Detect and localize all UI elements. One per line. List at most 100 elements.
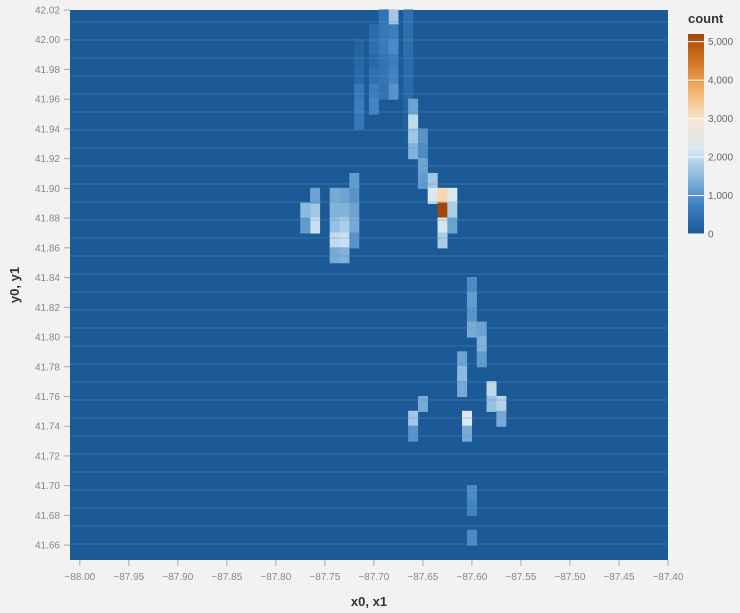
heatmap-cell: [388, 9, 399, 26]
heatmap-cell: [349, 217, 360, 234]
y-tick-label: 41.74: [35, 422, 60, 433]
x-tick-label: −87.60: [456, 572, 487, 583]
heatmap-cell: [378, 24, 389, 41]
legend: count 5,000 4,000 3,000 2,000 1,000 0: [688, 11, 733, 241]
heatmap-cell: [427, 187, 438, 204]
heatmap-cell: [354, 68, 365, 85]
heatmap-cell: [437, 187, 448, 204]
heatmap-cell: [466, 291, 477, 308]
x-tick-label: −88.00: [64, 572, 95, 583]
heatmap-cell: [354, 83, 365, 100]
heatmap-cell: [408, 143, 419, 160]
heatmap-cell: [457, 366, 468, 383]
heatmap-cell: [339, 187, 350, 204]
heatmap-cell: [310, 217, 321, 234]
heatmap-cell: [368, 39, 379, 56]
heatmap-cell: [427, 172, 438, 189]
heatmap-cell: [310, 202, 321, 219]
heatmap-cell: [476, 351, 487, 368]
heatmap-cell: [466, 485, 477, 502]
heatmap-cell: [417, 172, 428, 189]
heatmap-cell: [354, 39, 365, 56]
heatmap-cell: [437, 232, 448, 249]
heatmap-cell: [476, 321, 487, 338]
x-tick-label: −87.50: [555, 572, 586, 583]
legend-tick-label: 3,000: [708, 114, 733, 125]
y-tick-label: 41.72: [35, 451, 60, 462]
heatmap-cell: [388, 68, 399, 85]
y-tick-label: 41.76: [35, 392, 60, 403]
heatmap-cell: [368, 98, 379, 115]
heatmap-cell: [329, 202, 340, 219]
heatmap-cell: [466, 306, 477, 323]
heatmap-cell: [408, 113, 419, 130]
heatmap-cell: [462, 425, 473, 442]
heatmap-cell: [339, 232, 350, 249]
heatmap-cell: [403, 54, 414, 71]
heatmap-cell: [329, 217, 340, 234]
heatmap-cell: [486, 395, 497, 412]
heatmap-cell: [417, 395, 428, 412]
heatmap-cell: [368, 68, 379, 85]
heatmap-cell: [349, 202, 360, 219]
heatmap-cell: [378, 54, 389, 71]
heatmap-cell: [329, 187, 340, 204]
y-tick-label: 41.66: [35, 541, 60, 552]
heatmap-cell: [417, 143, 428, 160]
heatmap-cell: [368, 24, 379, 41]
heatmap-cell: [354, 54, 365, 71]
heatmap-cell: [300, 202, 311, 219]
heatmap-cell: [476, 336, 487, 353]
heatmap-cell: [368, 54, 379, 71]
heatmap-cell: [403, 83, 414, 100]
y-tick-label: 41.82: [35, 303, 60, 314]
y-axis-title: y0, y1: [7, 267, 22, 303]
heatmap-cell: [349, 232, 360, 249]
y-tick-label: 41.92: [35, 154, 60, 165]
x-tick-label: −87.85: [211, 572, 242, 583]
heatmap-cell: [339, 247, 350, 264]
x-tick-label: −87.90: [162, 572, 193, 583]
y-tick-label: 41.70: [35, 481, 60, 492]
heatmap-cell: [310, 187, 321, 204]
heatmap-cell: [349, 172, 360, 189]
heatmap-cell: [447, 217, 458, 234]
heatmap-cell: [388, 54, 399, 71]
heatmap-cell: [403, 39, 414, 56]
legend-tick-label: 1,000: [708, 191, 733, 202]
legend-tick-label: 4,000: [708, 76, 733, 87]
heatmap-cell: [378, 9, 389, 26]
heatmap-cell: [408, 98, 419, 115]
heatmap-cell: [354, 98, 365, 115]
heatmap-cell: [408, 128, 419, 145]
heatmap-cell: [496, 410, 507, 427]
y-tick-label: 41.88: [35, 214, 60, 225]
heatmap-cell: [437, 202, 448, 219]
x-tick-label: −87.80: [260, 572, 291, 583]
heatmap-cell: [378, 39, 389, 56]
heatmap-cell: [354, 113, 365, 130]
heatmap-cell: [447, 202, 458, 219]
heatmap-cell: [466, 321, 477, 338]
y-tick-label: 41.84: [35, 273, 60, 284]
heatmap-cell: [403, 24, 414, 41]
y-tick-label: 41.86: [35, 243, 60, 254]
heatmap-cell: [388, 39, 399, 56]
heatmap-cell: [447, 187, 458, 204]
heatmap-cell: [408, 425, 419, 442]
legend-tick-label: 0: [708, 230, 714, 241]
x-tick-label: −87.45: [604, 572, 635, 583]
heatmap-cell: [378, 68, 389, 85]
heatmap-cell: [300, 217, 311, 234]
heatmap-cell: [339, 217, 350, 234]
heatmap-cell: [403, 68, 414, 85]
x-axis-title: x0, x1: [351, 594, 387, 609]
y-tick-label: 41.94: [35, 124, 60, 135]
row-lines: [70, 21, 668, 545]
heatmap-cell: [388, 83, 399, 100]
y-tick-label: 41.90: [35, 184, 60, 195]
heatmap-cell: [349, 187, 360, 204]
heatmap-cell: [457, 351, 468, 368]
heatmap-cells: [300, 9, 507, 546]
